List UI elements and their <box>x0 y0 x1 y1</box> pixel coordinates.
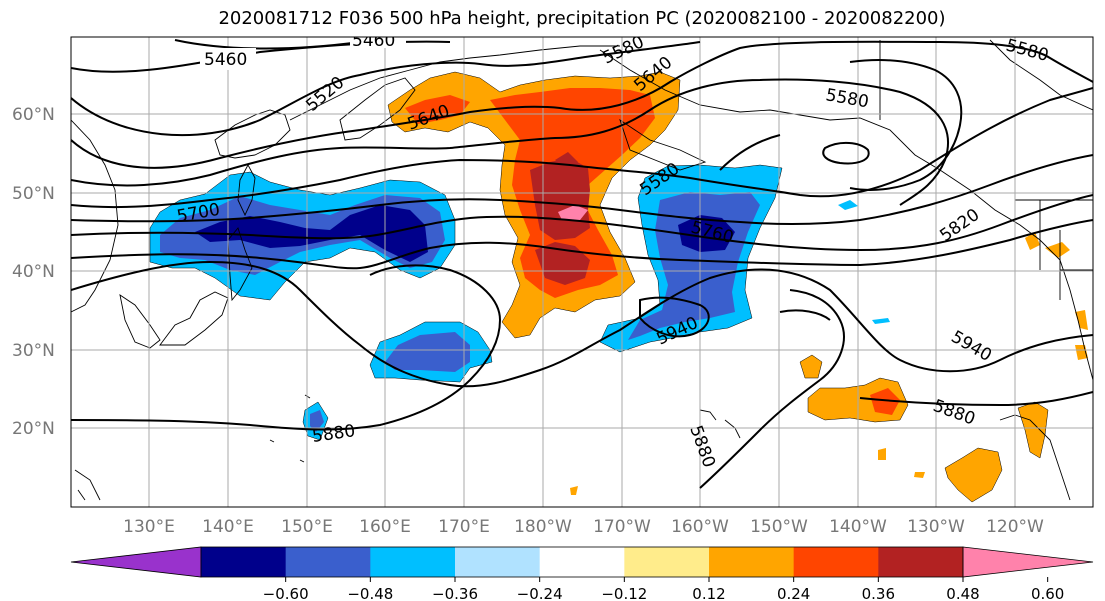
colorbar-tick-label: 0.24 <box>777 585 810 601</box>
coastlines <box>71 39 1093 501</box>
colorbar-extend-high <box>962 546 1094 578</box>
colorbar-segment <box>709 547 795 577</box>
colorbar-tick-label: 0.12 <box>692 585 725 601</box>
contour-label: 5460 <box>352 31 395 51</box>
precip-negative-field <box>149 164 890 441</box>
colorbar-tick-label: −0.12 <box>601 585 647 601</box>
longitude-labels: 130°E 140°E 150°E 160°E 170°E 180°W 170°… <box>123 517 1044 537</box>
lon-label: 150°W <box>750 517 808 537</box>
colorbar-tick-label: −0.24 <box>517 585 563 601</box>
lon-label: 170°E <box>438 517 490 537</box>
colorbar-segment <box>539 547 625 577</box>
colorbar-segment <box>793 547 879 577</box>
lat-label: 30°N <box>12 341 55 361</box>
colorbar-segment <box>201 547 287 577</box>
map-frame <box>70 36 1094 508</box>
lat-label: 20°N <box>12 419 55 439</box>
colorbar-tick-label: 0.36 <box>862 585 895 601</box>
lon-label: 180°W <box>514 517 572 537</box>
lat-label: 60°N <box>12 105 55 125</box>
colorbar-tick-label: −0.36 <box>432 585 478 601</box>
lon-label: 120°W <box>986 517 1044 537</box>
lon-label: 130°W <box>907 517 965 537</box>
colorbar-segment <box>370 547 456 577</box>
colorbar-tick-label: −0.60 <box>263 585 309 601</box>
lon-label: 140°E <box>202 517 254 537</box>
map-title: 2020081712 F036 500 hPa height, precipit… <box>218 8 946 29</box>
colorbar-segment <box>285 547 371 577</box>
latitude-labels: 60°N 50°N 40°N 30°N 20°N <box>12 105 55 439</box>
lat-label: 50°N <box>12 184 55 204</box>
lon-label: 150°E <box>281 517 333 537</box>
lon-label: 170°W <box>593 517 651 537</box>
lat-label: 40°N <box>12 262 55 282</box>
colorbar-frame <box>200 546 964 578</box>
colorbar-tick-label: −0.48 <box>347 585 393 601</box>
colorbar-segment <box>878 547 964 577</box>
lon-label: 140°W <box>829 517 887 537</box>
colorbar-segment <box>455 547 541 577</box>
lon-label: 160°E <box>359 517 411 537</box>
contour-label: 5460 <box>204 50 247 70</box>
colorbar-extend-low <box>70 546 202 578</box>
height-contours <box>71 39 1093 489</box>
colorbar-tick-label: 0.48 <box>946 585 979 601</box>
colorbar: −0.60 −0.48 −0.36 −0.24 −0.12 0.12 0.24 0.36 0.4… <box>70 546 1094 601</box>
lon-label: 160°W <box>671 517 729 537</box>
lon-label: 130°E <box>123 517 175 537</box>
colorbar-segment <box>624 547 710 577</box>
colorbar-tick-label: 0.60 <box>1031 585 1064 601</box>
